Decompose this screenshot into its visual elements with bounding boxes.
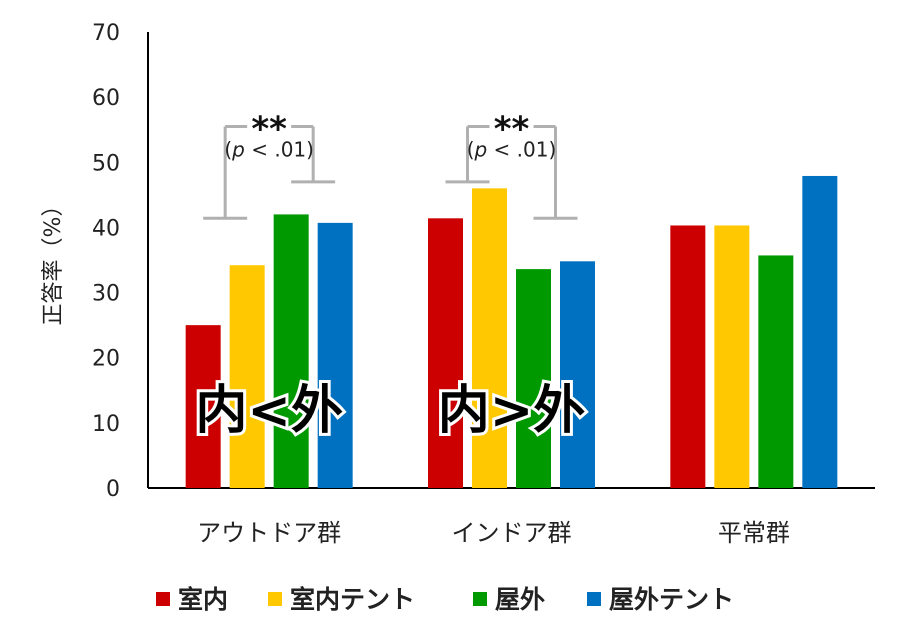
legend-label: 室内: [178, 585, 228, 614]
x-axis: アウトドア群 インドア群 平常群: [148, 487, 875, 547]
bar: [714, 225, 750, 488]
bar: [560, 261, 595, 488]
y-axis-label: 正答率（%）: [41, 195, 66, 326]
p-value-label: (p < .01): [467, 137, 557, 161]
y-tick-label: 50: [92, 151, 120, 176]
bar: [516, 269, 551, 488]
bars: [185, 175, 838, 489]
p-value-label: (p < .01): [224, 137, 314, 161]
y-tick-label: 10: [92, 412, 120, 437]
y-tick-label: 70: [92, 21, 120, 46]
bar: [185, 325, 221, 488]
legend-swatch: [156, 592, 170, 606]
bar: [229, 265, 265, 488]
x-category-label: インドア群: [452, 519, 572, 547]
bar: [472, 188, 507, 489]
bar: [317, 222, 353, 488]
x-category-label: 平常群: [718, 519, 790, 547]
annotations: **(p < .01)内<外**(p < .01)内>外: [192, 109, 588, 444]
bar: [802, 175, 838, 489]
bar: [670, 225, 706, 488]
comparison-text: 内>外: [438, 381, 586, 441]
y-tick-label: 0: [106, 477, 120, 502]
y-tick-label: 30: [92, 282, 120, 307]
legend-label: 室内テント: [290, 585, 415, 614]
legend-swatch: [587, 592, 601, 606]
y-tick-label: 40: [92, 216, 120, 241]
y-axis: 0 10 20 30 40 50 60 70: [92, 21, 149, 502]
x-category-label: アウトドア群: [197, 519, 341, 547]
legend-swatch: [268, 592, 282, 606]
significance-stars: **: [494, 109, 530, 149]
legend-label: 屋外テント: [609, 585, 734, 614]
bar: [428, 218, 463, 488]
significance-stars: **: [251, 109, 287, 149]
legend-label: 屋外: [495, 585, 545, 614]
comparison-text: 内<外: [195, 381, 343, 441]
bar: [273, 214, 309, 488]
y-tick-label: 20: [92, 347, 120, 372]
legend: 室内 室内テント 屋外 屋外テント: [156, 585, 734, 614]
y-tick-label: 60: [92, 86, 120, 111]
legend-swatch: [473, 592, 487, 606]
bar: [758, 255, 794, 488]
